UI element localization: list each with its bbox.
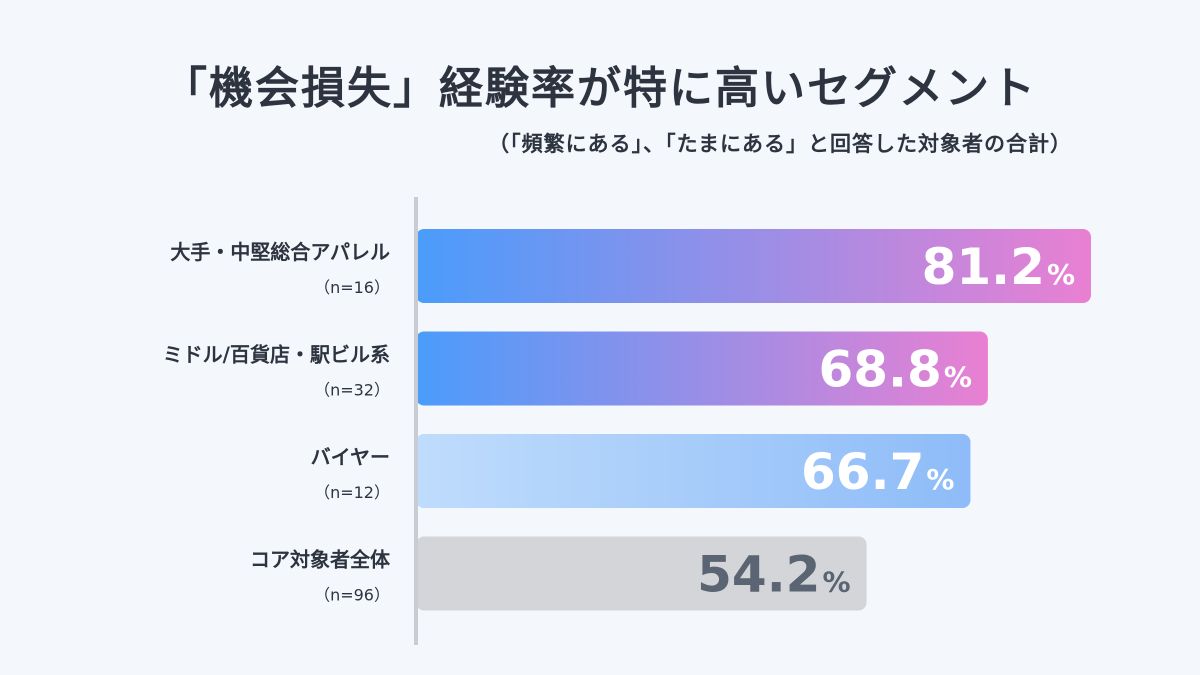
bar-value-label: 81.2% bbox=[922, 238, 1075, 296]
bar-1 bbox=[416, 229, 1091, 303]
chart-title: 「機会損失」経験率が特に高いセグメント bbox=[163, 63, 1037, 114]
category-label: コア対象者全体 bbox=[250, 548, 391, 572]
sample-size-label: （n=16） bbox=[314, 278, 390, 297]
sample-size-label: （n=12） bbox=[314, 483, 390, 502]
category-label: バイヤー bbox=[311, 445, 390, 469]
bar-2 bbox=[416, 331, 988, 406]
sample-size-label: （n=32） bbox=[314, 381, 390, 400]
sample-size-label: （n=96） bbox=[314, 586, 390, 605]
bar-4 bbox=[416, 536, 867, 611]
category-label: ミドル/百貨店・駅ビル系 bbox=[163, 343, 390, 367]
bar-value-label: 66.7% bbox=[801, 443, 954, 501]
bar-value-label: 68.8% bbox=[818, 341, 971, 399]
bar-3 bbox=[416, 434, 971, 508]
bar-value-label: 54.2% bbox=[697, 546, 850, 604]
chart-subtitle: （「頻繁にある」、「たまにある」と回答した対象者の合計） bbox=[488, 132, 1072, 156]
category-label: 大手・中堅総合アパレル bbox=[170, 240, 390, 264]
